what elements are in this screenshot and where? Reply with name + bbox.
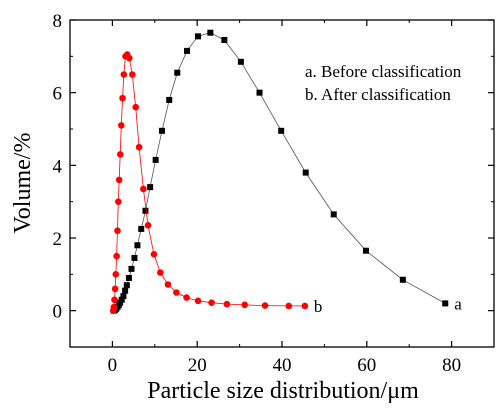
- series-a-point: [120, 293, 127, 300]
- series-b-point: [114, 227, 121, 235]
- series-b-point: [120, 71, 128, 78]
- series-b-point: [301, 302, 309, 310]
- series-a-point: [362, 247, 369, 254]
- series-a-point: [195, 33, 202, 40]
- x-tick-label: 20: [188, 355, 207, 376]
- y-tick-label: 8: [53, 11, 63, 32]
- series-a-point: [152, 156, 159, 163]
- series-a-point: [302, 169, 309, 176]
- series-a: [110, 29, 449, 314]
- series-a-point: [278, 127, 285, 134]
- series-b-point: [261, 302, 269, 309]
- series-a-point: [125, 274, 132, 281]
- x-tick-label: 0: [108, 355, 118, 376]
- series-b-point: [140, 185, 147, 193]
- series-b-point: [164, 281, 172, 288]
- series-b-point: [208, 299, 215, 306]
- y-tick-label: 6: [53, 84, 63, 105]
- series-b-point: [126, 54, 133, 62]
- series-a-point: [122, 287, 129, 294]
- tick-labels: 0 20 40 60 80 0 2 4 6 8: [53, 11, 462, 376]
- series-b-point: [223, 300, 231, 308]
- x-tick-label: 80: [442, 355, 461, 376]
- x-tick-label: 60: [357, 355, 376, 376]
- series-b-point: [113, 252, 120, 260]
- series-a-point: [138, 225, 145, 232]
- legend-entry-b: b. After classification: [305, 85, 451, 104]
- series-b-point: [119, 94, 126, 102]
- x-tick-label: 40: [273, 355, 292, 376]
- series-a-point: [442, 300, 449, 307]
- series-b-point: [144, 221, 152, 229]
- legend-entry-a: a. Before classification: [305, 62, 462, 81]
- y-tick-label: 0: [53, 302, 63, 323]
- series-b-point: [110, 303, 118, 311]
- series-a-point: [166, 96, 173, 103]
- series-a-point: [142, 207, 149, 214]
- series-b: [109, 51, 309, 314]
- series-a-point: [399, 276, 406, 283]
- series-b-point: [116, 151, 124, 158]
- series-a-point: [184, 47, 191, 54]
- series-b-point: [157, 269, 164, 276]
- series-b-line: [112, 53, 305, 311]
- series-a-point: [256, 89, 263, 96]
- series-a-point: [131, 254, 138, 261]
- series-a-point: [221, 36, 228, 43]
- series-b-point: [118, 122, 125, 129]
- series-a-point: [134, 242, 141, 249]
- series-b-point: [150, 251, 158, 258]
- series-b-point: [115, 198, 122, 205]
- series-a-point: [237, 58, 244, 65]
- series-a-point: [330, 211, 337, 218]
- series-a-point: [159, 127, 166, 134]
- series-b-point: [194, 297, 202, 305]
- x-axis-label: Particle size distribution/μm: [147, 378, 419, 404]
- axis-ticks: [69, 19, 495, 348]
- series-b-end-label: b: [314, 297, 323, 316]
- series-b-point: [183, 294, 190, 301]
- series-b-point: [111, 296, 118, 304]
- series-a-point: [147, 184, 154, 191]
- series-b-point: [135, 143, 143, 151]
- series-a-point: [118, 296, 125, 303]
- series-a-point: [123, 282, 130, 289]
- series-b-point: [112, 271, 120, 278]
- series-b-point: [111, 285, 119, 293]
- series-b-point: [132, 103, 140, 111]
- y-tick-label: 4: [53, 156, 63, 177]
- series-layer: [109, 29, 449, 314]
- series-a-end-label: a: [454, 294, 462, 313]
- series-b-point: [241, 301, 248, 309]
- series-b-point: [173, 289, 180, 296]
- series-a-point: [207, 29, 214, 36]
- series-b-point: [115, 176, 123, 184]
- series-b-point: [129, 71, 136, 78]
- y-axis-label: Volume/%: [10, 133, 36, 234]
- y-tick-label: 2: [53, 229, 63, 250]
- series-a-point: [128, 265, 135, 272]
- series-b-point: [285, 302, 293, 310]
- series-a-point: [174, 69, 181, 76]
